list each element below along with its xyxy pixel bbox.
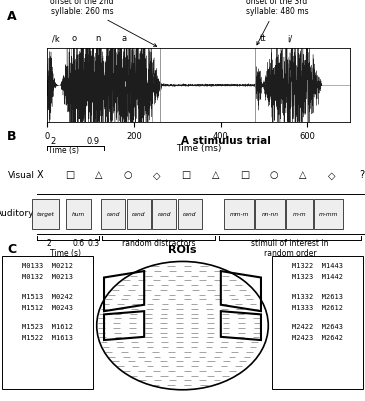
Text: ◇: ◇ <box>153 170 161 180</box>
Text: m-m: m-m <box>292 212 306 217</box>
Text: stimuli of interest in: stimuli of interest in <box>251 239 329 248</box>
Text: ?: ? <box>359 170 364 180</box>
Text: △: △ <box>212 170 219 180</box>
Text: random order: random order <box>264 249 316 257</box>
Text: △: △ <box>95 170 102 180</box>
Text: rand: rand <box>132 212 145 217</box>
Text: ROIs: ROIs <box>168 245 197 255</box>
Text: M1522  M1613: M1522 M1613 <box>22 336 73 341</box>
Text: 2: 2 <box>47 239 52 248</box>
FancyBboxPatch shape <box>255 199 285 229</box>
Text: n: n <box>95 34 100 43</box>
Text: rand: rand <box>183 212 196 217</box>
Text: m-mm: m-mm <box>319 212 338 217</box>
Text: M1513  M0242: M1513 M0242 <box>22 294 73 300</box>
Text: Time (s): Time (s) <box>50 249 81 257</box>
Text: ○: ○ <box>123 170 132 180</box>
FancyBboxPatch shape <box>178 199 201 229</box>
Text: M1333  M2612: M1333 M2612 <box>292 305 343 311</box>
Text: M2422  M2643: M2422 M2643 <box>292 324 343 330</box>
FancyBboxPatch shape <box>314 199 343 229</box>
FancyBboxPatch shape <box>32 199 59 229</box>
FancyBboxPatch shape <box>2 256 93 389</box>
Text: rand: rand <box>107 212 120 217</box>
Text: /k: /k <box>52 34 59 43</box>
Text: A stimulus trial: A stimulus trial <box>181 136 271 146</box>
Text: M1322  M1443: M1322 M1443 <box>292 263 343 269</box>
Text: M0133  M0212: M0133 M0212 <box>22 263 73 269</box>
Text: rand: rand <box>158 212 171 217</box>
Text: random distractors: random distractors <box>122 239 196 248</box>
Text: 0.9: 0.9 <box>87 137 100 146</box>
Text: 0.6: 0.6 <box>72 239 85 248</box>
Text: Auditory: Auditory <box>0 209 35 218</box>
Text: o: o <box>71 34 76 43</box>
Text: hum: hum <box>72 212 85 217</box>
FancyBboxPatch shape <box>153 199 176 229</box>
Text: C: C <box>7 243 16 255</box>
Text: □: □ <box>240 170 249 180</box>
Text: nn-nn: nn-nn <box>262 212 278 217</box>
Text: □: □ <box>65 170 74 180</box>
Text: ◇: ◇ <box>328 170 336 180</box>
Text: tt: tt <box>260 34 266 43</box>
FancyBboxPatch shape <box>127 199 150 229</box>
Text: M0132  M0213: M0132 M0213 <box>22 275 73 280</box>
Text: M2423  M2642: M2423 M2642 <box>292 336 343 341</box>
Text: Time (s): Time (s) <box>49 146 79 155</box>
Text: M1332  M2613: M1332 M2613 <box>292 294 343 300</box>
Text: mm-m: mm-m <box>229 212 249 217</box>
Text: onset of the 3rd
syllable: 480 ms: onset of the 3rd syllable: 480 ms <box>246 0 308 45</box>
Text: B: B <box>7 130 17 143</box>
Text: 0.3: 0.3 <box>87 239 99 248</box>
FancyBboxPatch shape <box>66 199 91 229</box>
Text: M1523  M1612: M1523 M1612 <box>22 324 73 330</box>
Text: Visual: Visual <box>8 171 35 180</box>
FancyBboxPatch shape <box>286 199 313 229</box>
X-axis label: Time (ms): Time (ms) <box>176 144 222 153</box>
FancyBboxPatch shape <box>224 199 254 229</box>
Text: offset of the 2nd
syllable: 260 ms: offset of the 2nd syllable: 260 ms <box>50 0 157 47</box>
Text: X: X <box>37 170 43 180</box>
Text: target: target <box>37 212 54 217</box>
Text: A: A <box>7 10 17 23</box>
FancyBboxPatch shape <box>101 199 125 229</box>
Text: 2: 2 <box>50 137 55 146</box>
Text: a: a <box>121 34 126 43</box>
FancyBboxPatch shape <box>272 256 363 389</box>
Text: □: □ <box>181 170 191 180</box>
Text: M1323  M1442: M1323 M1442 <box>292 275 343 280</box>
Text: ○: ○ <box>269 170 278 180</box>
Text: M1512  M0243: M1512 M0243 <box>22 305 73 311</box>
Text: △: △ <box>299 170 307 180</box>
Text: i/: i/ <box>288 34 293 43</box>
